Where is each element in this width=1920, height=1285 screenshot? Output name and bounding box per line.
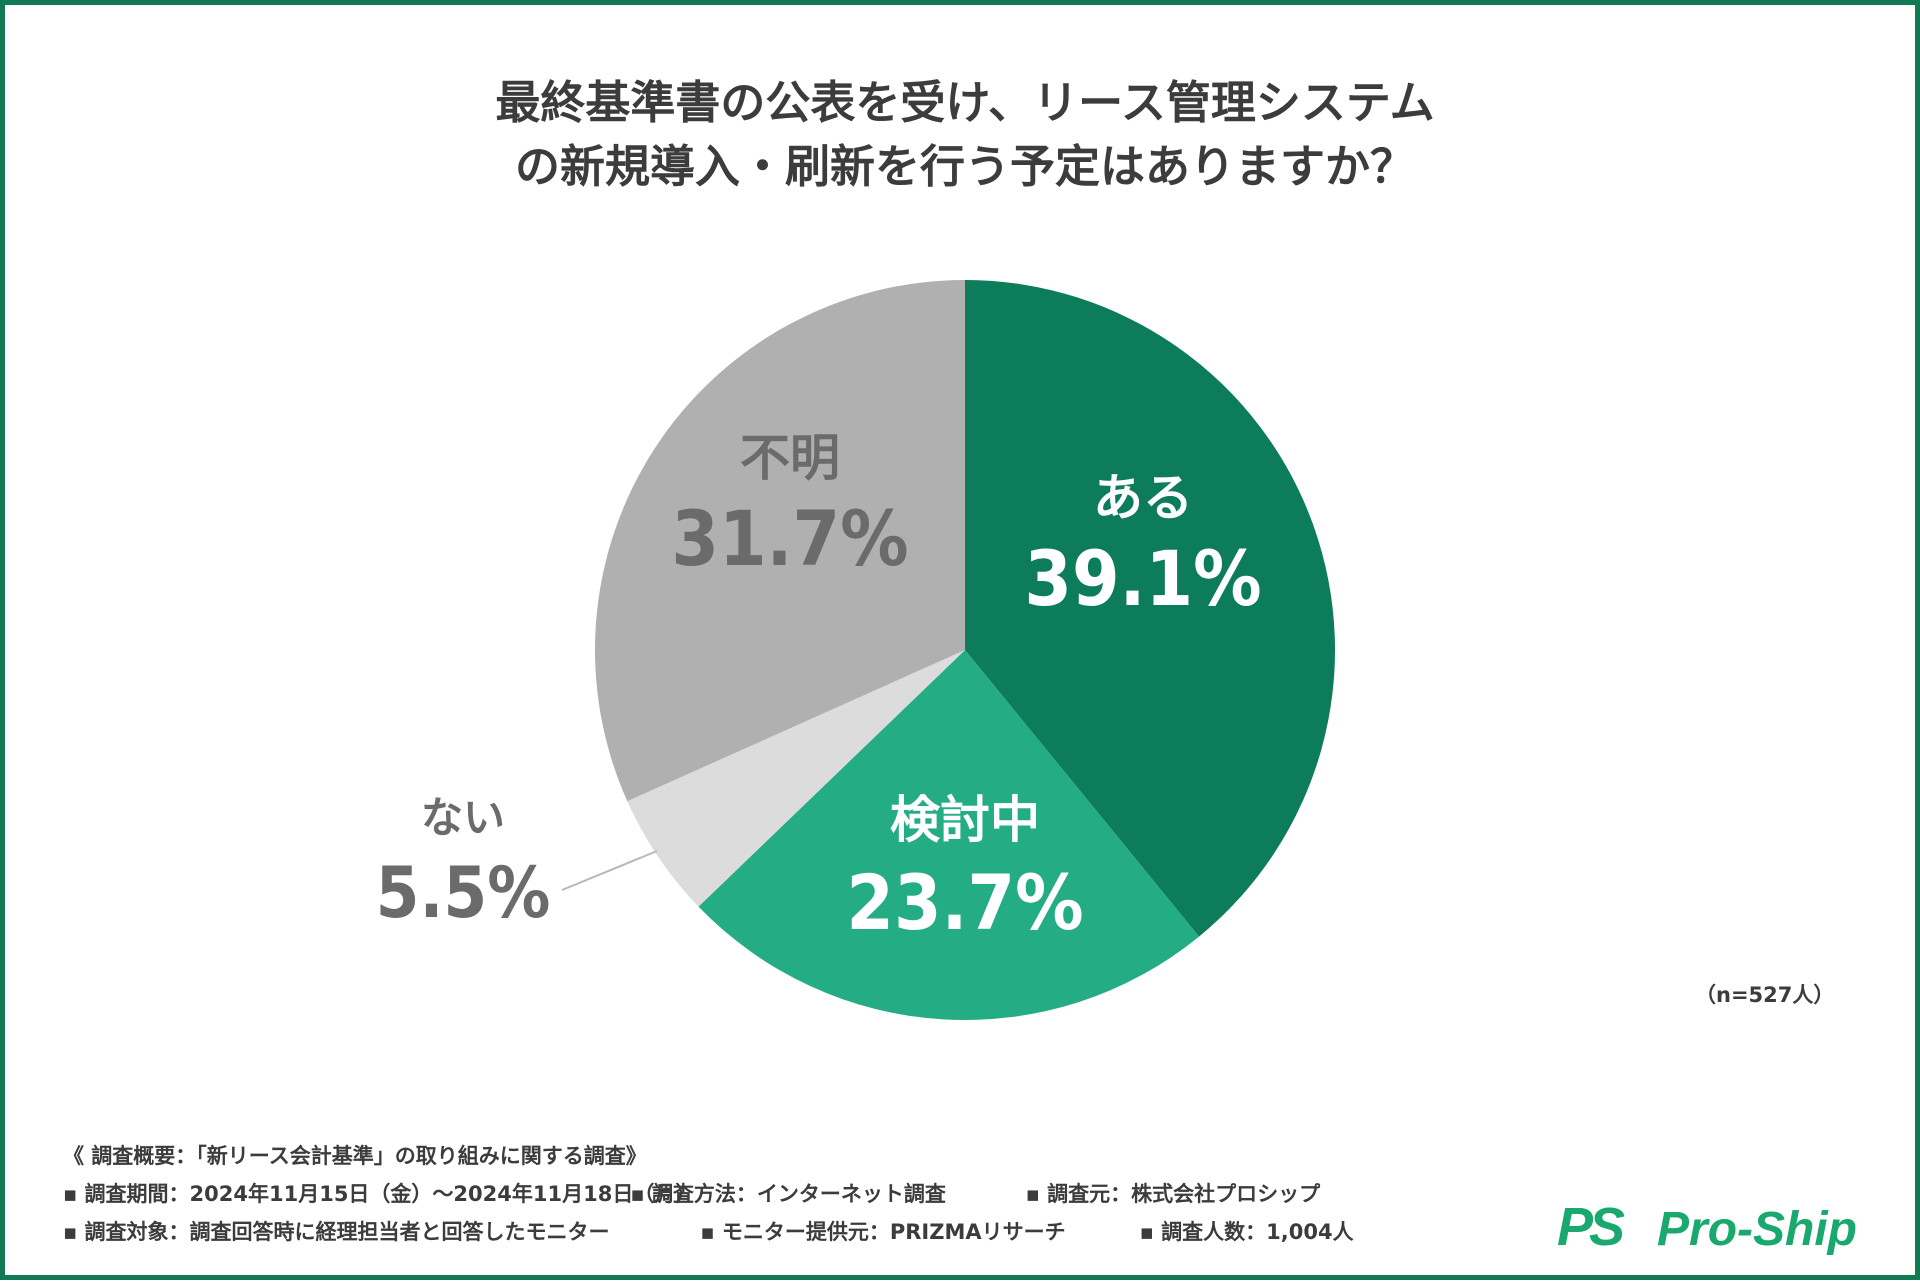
survey-row-1: ▪ 調査期間：2024年11月15日（金）～2024年11月18日（月） ▪ 調… — [63, 1175, 1354, 1213]
slice-value-kentouchu: 23.7% — [846, 858, 1083, 947]
slice-label-fumei: 不明 — [740, 429, 840, 487]
leader-line-nai — [561, 850, 658, 891]
chart-title: 最終基準書の公表を受け、リース管理システム の新規導入・刷新を行う予定はあります… — [5, 71, 1920, 199]
survey-provider: ▪ モニター提供元：PRIZMAリサーチ — [700, 1220, 1066, 1244]
survey-target: ▪ 調査対象：調査回答時に経理担当者と回答したモニター — [63, 1220, 610, 1244]
slice-value-fumei: 31.7% — [671, 494, 908, 583]
title-line-1: 最終基準書の公表を受け、リース管理システム — [495, 76, 1435, 129]
survey-heading: 《 調査概要：「新リース会計基準」の取り組みに関する調査》 — [63, 1144, 647, 1168]
survey-period: ▪ 調査期間：2024年11月15日（金）～2024年11月18日（月） — [63, 1182, 697, 1206]
survey-respondents: ▪ 調査人数：1,004人 — [1139, 1220, 1354, 1244]
survey-method: ▪ 調査方法：インターネット調査 — [630, 1182, 946, 1206]
logo-wordmark: Pro-Ship — [1657, 1203, 1857, 1256]
pie-slice-kentouchu — [698, 650, 1200, 1020]
survey-notes: 《 調査概要：「新リース会計基準」の取り組みに関する調査》 ▪ 調査期間：202… — [63, 1137, 1354, 1251]
sample-size: （n=527人） — [1695, 983, 1835, 1007]
survey-organizer: ▪ 調査元：株式会社プロシップ — [1025, 1182, 1321, 1206]
slice-label-kentouchu: 検討中 — [890, 791, 1040, 849]
slice-label-aru: ある — [1093, 469, 1193, 527]
pie-slice-nai — [627, 650, 965, 907]
pie-chart: ある 39.1% 検討中 23.7% ない 5.5% 不明 31.7% — [376, 280, 1336, 1020]
survey-row-2: ▪ 調査対象：調査回答時に経理担当者と回答したモニター ▪ モニター提供元：PR… — [63, 1213, 1354, 1251]
slice-label-nai: ない — [421, 793, 505, 842]
pie-slice-aru — [965, 280, 1336, 937]
pro-ship-logo: PS Pro-Ship — [1557, 1197, 1857, 1257]
logo-mark: PS — [1557, 1197, 1625, 1257]
title-line-2: の新規導入・刷新を行う予定はありますか？ — [514, 140, 1415, 193]
slice-value-nai: 5.5% — [376, 852, 551, 934]
slice-value-aru: 39.1% — [1024, 534, 1261, 623]
pie-slice-fumei — [594, 280, 965, 802]
